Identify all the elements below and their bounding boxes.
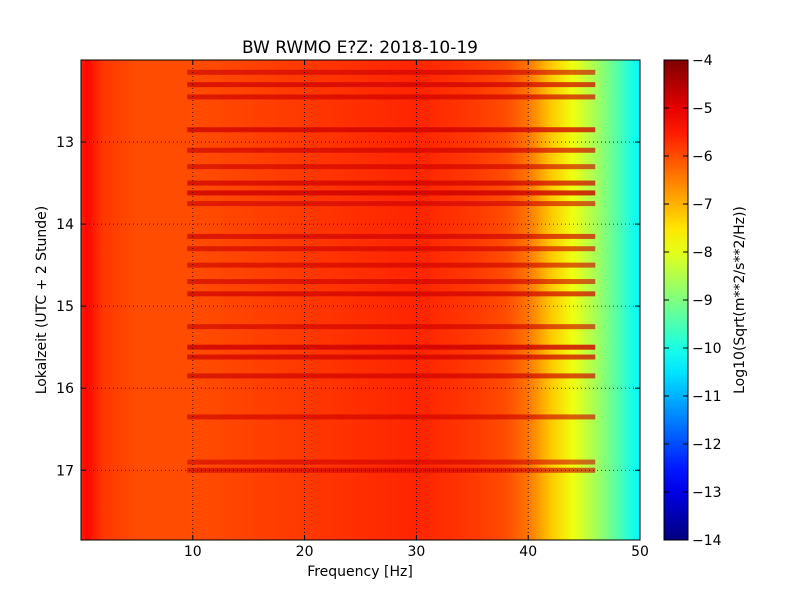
colorbar-tick-label: −13 (692, 485, 722, 501)
colorbar-tick-label: −9 (692, 293, 713, 309)
grid-lines (81, 60, 640, 540)
spectral-bands (187, 69, 596, 473)
y-tick-label: 14 (56, 217, 74, 233)
spectral-band (187, 82, 596, 88)
colorbar-tick-label: −14 (692, 533, 722, 549)
plot-frame (80, 59, 641, 541)
spectral-band (187, 262, 596, 268)
x-axis-label: Frequency [Hz] (307, 564, 413, 580)
spectral-band (187, 246, 596, 252)
colorbar-tick-label: −7 (692, 197, 713, 213)
spectral-band (187, 291, 596, 297)
spectral-band (187, 414, 596, 420)
spectral-band (187, 344, 596, 350)
colorbar-ticks: −4 −5 −6 −7 −8 −9 −10 −11 −12 −13 −14 (664, 53, 722, 549)
x-tick-label: 30 (407, 544, 425, 560)
spectral-band (187, 190, 596, 196)
colorbar-tick-label: −10 (692, 341, 722, 357)
spectral-band (187, 459, 596, 465)
x-tick-label: 20 (296, 544, 314, 560)
colorbar: −4 −5 −6 −7 −8 −9 −10 −11 −12 −13 −14 (663, 53, 722, 549)
spectral-band (187, 69, 596, 75)
spectral-band (187, 94, 596, 100)
y-axis-ticks: 13 14 15 16 17 (56, 135, 640, 479)
y-tick-label: 15 (56, 299, 74, 315)
spectral-band (187, 373, 596, 379)
colorbar-tick-label: −5 (692, 101, 713, 117)
spectral-band (187, 324, 596, 330)
x-tick-label: 10 (184, 544, 202, 560)
x-tick-label: 50 (631, 544, 649, 560)
y-tick-label: 16 (56, 381, 74, 397)
chart-title: BW RWMO E?Z: 2018-10-19 (242, 38, 478, 58)
spectral-band (187, 180, 596, 186)
colorbar-label: Log10(Sqrt(m**2/s**2/Hz)) (732, 206, 748, 394)
x-tick-label: 40 (519, 544, 537, 560)
y-axis-label: Lokalzeit (UTC + 2 Stunde) (34, 206, 50, 395)
colorbar-tick-label: −11 (692, 389, 722, 405)
y-tick-label: 13 (56, 135, 74, 151)
plot-area: 10 20 30 40 50 13 14 15 16 17 (56, 59, 649, 560)
colorbar-tick-label: −12 (692, 437, 722, 453)
spectral-band (187, 164, 596, 170)
colorbar-tick-label: −8 (692, 245, 713, 261)
spectral-band (187, 201, 596, 207)
spectral-band (187, 354, 596, 360)
y-tick-label: 17 (56, 463, 74, 479)
spectral-band (187, 233, 596, 239)
spectral-band (187, 467, 596, 473)
spectral-band (187, 147, 596, 153)
spectral-band (187, 127, 596, 133)
colorbar-tick-label: −4 (692, 53, 713, 69)
spectral-band (187, 279, 596, 285)
x-axis-ticks: 10 20 30 40 50 (184, 60, 649, 560)
colorbar-tick-label: −6 (692, 149, 713, 165)
